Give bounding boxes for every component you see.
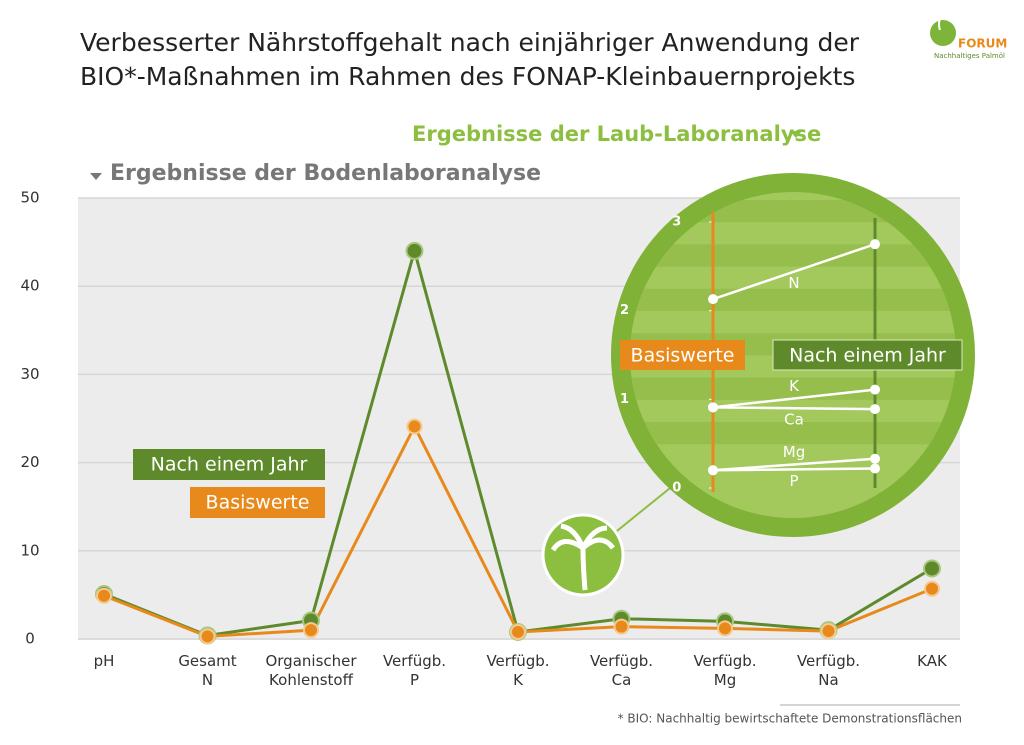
point <box>820 623 837 640</box>
palm-icon-tree <box>550 523 615 591</box>
x-tick-label: Verfügb. Ca <box>589 652 654 689</box>
legend-box <box>620 340 745 370</box>
point <box>708 465 718 476</box>
x-tick-label: Organischer Kohlenstoff <box>265 652 357 689</box>
point <box>923 559 941 578</box>
point <box>708 402 718 413</box>
title-line: BIO*-Maßnahmen im Rahmen des FONAP-Klein… <box>80 62 855 91</box>
heading-marker <box>790 131 802 138</box>
point <box>870 384 880 395</box>
point <box>870 404 880 415</box>
legend-box <box>772 339 963 371</box>
point <box>870 239 880 250</box>
logo-leaf <box>938 11 944 31</box>
slope-line <box>712 406 876 411</box>
inset-chart: 0 1 2 3 N K Ca Mg P Basiswerte Nach einem Jahr <box>620 192 963 518</box>
y-tick-label: 3 <box>672 215 681 230</box>
point <box>708 294 718 305</box>
slope-line <box>712 242 876 301</box>
category-label: Mg <box>783 443 805 461</box>
point <box>96 587 112 604</box>
x-tick-label: Verfügb. Na <box>796 652 861 689</box>
x-tick-label: Verfügb. K <box>486 652 550 689</box>
y-tick-label: 1 <box>620 392 629 407</box>
category-label: N <box>788 274 799 292</box>
point <box>870 463 880 474</box>
slope-line <box>712 467 876 472</box>
legend-label: Basiswerte <box>206 492 310 514</box>
y-tick-label: 40 <box>20 277 39 295</box>
category-label: P <box>789 472 798 490</box>
y-tick-label: 2 <box>620 303 629 318</box>
y-tick-label: 10 <box>20 541 39 559</box>
point <box>405 241 424 260</box>
legend-box <box>133 449 325 480</box>
heading-marker <box>90 173 102 180</box>
y-tick-label: 30 <box>20 365 39 383</box>
title-line: Verbesserter Nährstoffgehalt nach einjäh… <box>80 28 860 57</box>
footnote: * BIO: Nachhaltig bewirtschaftete Demons… <box>618 712 962 726</box>
x-tick-label: pH <box>93 652 115 670</box>
legend-label: Nach einem Jahr <box>151 454 308 476</box>
point <box>303 622 319 639</box>
point <box>406 418 423 435</box>
x-tick-label: Verfügb. P <box>382 652 447 689</box>
slope-line <box>712 388 876 409</box>
point <box>717 620 733 637</box>
category-label: K <box>789 377 800 395</box>
point <box>613 618 630 635</box>
connector <box>611 479 681 536</box>
x-tick-label: Verfügb. Mg <box>693 652 757 689</box>
x-tick-label: KAK <box>917 652 947 670</box>
logo-tagline: Nachhaltiges Palmöl <box>934 52 1005 60</box>
point <box>870 453 880 464</box>
slope-line <box>712 457 876 472</box>
y-tick-label: 50 <box>20 189 39 207</box>
category-label: Ca <box>784 411 804 429</box>
point <box>199 628 216 645</box>
logo-name: FORUM <box>958 37 1007 51</box>
point <box>924 580 940 597</box>
y-tick-label: 20 <box>20 453 39 471</box>
legend-label: Nach einem Jahr <box>789 345 946 367</box>
legend-label: Basiswerte <box>631 345 735 367</box>
legend-box <box>190 487 325 518</box>
logo-icon <box>930 20 956 46</box>
inset-title: Ergebnisse der Laub-Laboranalyse <box>412 122 821 146</box>
x-tick-label: Gesamt N <box>178 652 237 689</box>
point <box>510 623 526 640</box>
y-tick-label: 0 <box>25 630 35 648</box>
subtitle: Ergebnisse der Bodenlaboranalyse <box>110 161 541 186</box>
y-tick-label: 0 <box>672 481 681 496</box>
